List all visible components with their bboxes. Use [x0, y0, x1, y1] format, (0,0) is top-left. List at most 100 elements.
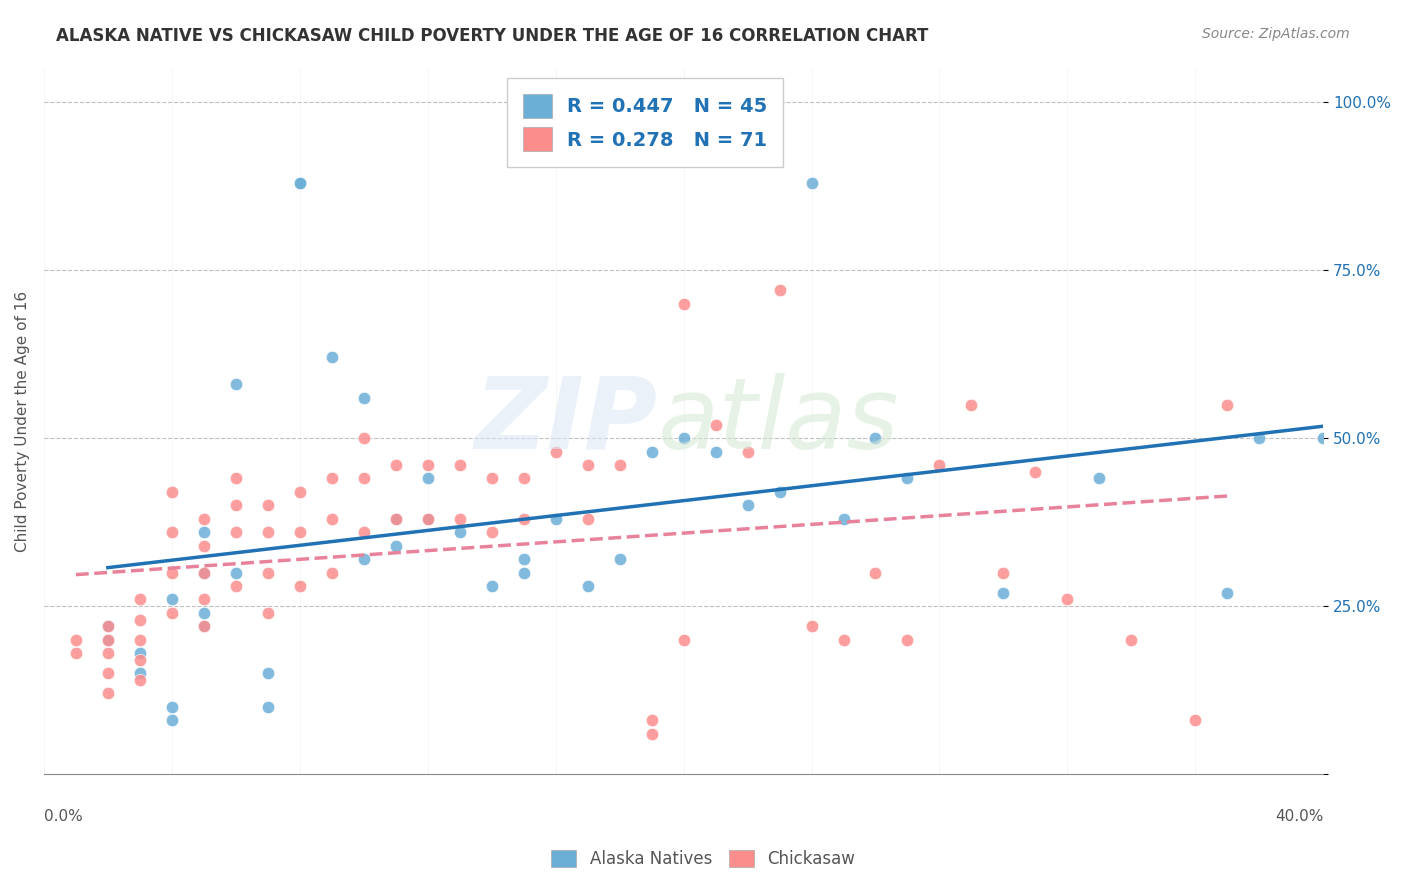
Point: [544, 444, 567, 458]
Point: [97, 619, 120, 633]
Point: [160, 592, 183, 607]
Point: [256, 525, 278, 540]
Point: [288, 176, 311, 190]
Point: [768, 283, 790, 297]
Point: [1056, 592, 1078, 607]
Point: [993, 566, 1015, 580]
Point: [97, 632, 120, 647]
Point: [256, 700, 278, 714]
Y-axis label: Child Poverty Under the Age of 16: Child Poverty Under the Age of 16: [15, 291, 30, 552]
Point: [321, 566, 343, 580]
Point: [865, 566, 887, 580]
Point: [193, 539, 215, 553]
Point: [544, 512, 567, 526]
Point: [353, 431, 375, 445]
Point: [768, 484, 790, 499]
Point: [416, 512, 439, 526]
Point: [416, 471, 439, 485]
Point: [1024, 465, 1046, 479]
Point: [960, 398, 983, 412]
Point: [256, 566, 278, 580]
Point: [225, 471, 247, 485]
Point: [193, 606, 215, 620]
Point: [1312, 431, 1334, 445]
Point: [193, 619, 215, 633]
Text: 0.0%: 0.0%: [44, 809, 83, 824]
Text: ALASKA NATIVE VS CHICKASAW CHILD POVERTY UNDER THE AGE OF 16 CORRELATION CHART: ALASKA NATIVE VS CHICKASAW CHILD POVERTY…: [56, 27, 928, 45]
Point: [353, 525, 375, 540]
Point: [97, 632, 120, 647]
Point: [128, 653, 150, 667]
Point: [928, 458, 950, 472]
Point: [481, 471, 503, 485]
Point: [609, 552, 631, 566]
Point: [128, 632, 150, 647]
Point: [481, 579, 503, 593]
Point: [609, 458, 631, 472]
Point: [640, 727, 662, 741]
Point: [128, 592, 150, 607]
Point: [97, 666, 120, 681]
Point: [1216, 585, 1239, 599]
Point: [1184, 714, 1206, 728]
Point: [65, 646, 87, 660]
Point: [288, 579, 311, 593]
Point: [256, 666, 278, 681]
Point: [321, 351, 343, 365]
Point: [416, 512, 439, 526]
Point: [1249, 431, 1271, 445]
Point: [321, 471, 343, 485]
Point: [128, 666, 150, 681]
Point: [384, 539, 406, 553]
Point: [896, 471, 918, 485]
Point: [672, 431, 695, 445]
Point: [97, 619, 120, 633]
Point: [576, 512, 599, 526]
Point: [384, 458, 406, 472]
Point: [288, 484, 311, 499]
Point: [193, 512, 215, 526]
Point: [704, 444, 727, 458]
Point: [288, 176, 311, 190]
Point: [449, 525, 471, 540]
Point: [512, 471, 534, 485]
Point: [193, 619, 215, 633]
Point: [160, 484, 183, 499]
Point: [384, 512, 406, 526]
Point: [576, 579, 599, 593]
Point: [225, 499, 247, 513]
Text: Source: ZipAtlas.com: Source: ZipAtlas.com: [1202, 27, 1350, 41]
Point: [800, 176, 823, 190]
Point: [225, 566, 247, 580]
Point: [416, 458, 439, 472]
Point: [512, 552, 534, 566]
Text: 40.0%: 40.0%: [1275, 809, 1323, 824]
Point: [512, 566, 534, 580]
Point: [449, 512, 471, 526]
Point: [640, 714, 662, 728]
Point: [993, 585, 1015, 599]
Point: [160, 566, 183, 580]
Point: [896, 632, 918, 647]
Point: [1216, 398, 1239, 412]
Point: [193, 566, 215, 580]
Point: [832, 512, 855, 526]
Point: [1121, 632, 1143, 647]
Point: [160, 606, 183, 620]
Point: [65, 632, 87, 647]
Point: [193, 525, 215, 540]
Point: [225, 579, 247, 593]
Point: [97, 646, 120, 660]
Point: [737, 444, 759, 458]
Point: [865, 431, 887, 445]
Point: [737, 499, 759, 513]
Point: [160, 714, 183, 728]
Point: [353, 471, 375, 485]
Point: [193, 566, 215, 580]
Point: [672, 297, 695, 311]
Point: [256, 499, 278, 513]
Text: ZIP: ZIP: [475, 373, 658, 470]
Point: [321, 512, 343, 526]
Legend: R = 0.447   N = 45, R = 0.278   N = 71: R = 0.447 N = 45, R = 0.278 N = 71: [508, 78, 783, 167]
Point: [672, 632, 695, 647]
